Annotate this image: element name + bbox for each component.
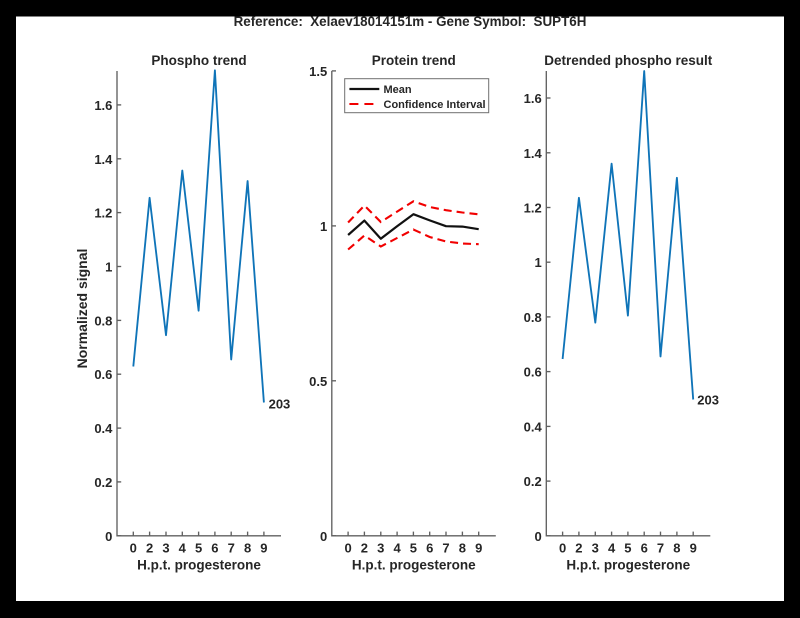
svg-text:H.p.t. progesterone: H.p.t. progesterone	[352, 558, 476, 573]
svg-text:203: 203	[269, 396, 291, 411]
svg-text:0: 0	[559, 541, 566, 556]
svg-text:8: 8	[244, 541, 251, 556]
svg-text:1.5: 1.5	[309, 64, 327, 79]
svg-text:3: 3	[162, 541, 169, 556]
svg-text:7: 7	[657, 541, 664, 556]
svg-text:Phospho trend: Phospho trend	[151, 53, 246, 68]
svg-text:2: 2	[146, 541, 153, 556]
svg-text:Reference: Xelaev18014151m -: Reference: Xelaev18014151m - Gene Symbol…	[234, 14, 587, 29]
svg-text:8: 8	[673, 541, 680, 556]
svg-text:6: 6	[426, 541, 433, 556]
svg-text:1.6: 1.6	[94, 98, 112, 113]
svg-text:Mean: Mean	[384, 84, 412, 96]
svg-text:H.p.t. progesterone: H.p.t. progesterone	[566, 558, 690, 573]
svg-text:0.8: 0.8	[94, 313, 112, 328]
svg-text:0: 0	[130, 541, 137, 556]
svg-text:0.4: 0.4	[524, 419, 543, 434]
svg-text:203: 203	[697, 392, 719, 407]
svg-text:0: 0	[320, 529, 327, 544]
svg-text:6: 6	[211, 541, 218, 556]
svg-text:0.6: 0.6	[94, 367, 112, 382]
svg-text:0: 0	[105, 529, 112, 544]
svg-text:0.8: 0.8	[524, 310, 542, 325]
svg-text:4: 4	[393, 541, 401, 556]
svg-text:9: 9	[260, 541, 267, 556]
svg-text:1: 1	[320, 219, 327, 234]
svg-text:9: 9	[690, 541, 697, 556]
svg-text:1.6: 1.6	[524, 91, 542, 106]
svg-text:9: 9	[475, 541, 482, 556]
svg-text:1.4: 1.4	[94, 152, 113, 167]
svg-text:2: 2	[575, 541, 582, 556]
svg-text:1.2: 1.2	[524, 201, 542, 216]
svg-text:2: 2	[361, 541, 368, 556]
svg-text:1.4: 1.4	[524, 146, 543, 161]
svg-text:7: 7	[228, 541, 235, 556]
svg-text:4: 4	[608, 541, 616, 556]
svg-text:5: 5	[195, 541, 202, 556]
svg-text:5: 5	[410, 541, 417, 556]
svg-text:6: 6	[641, 541, 648, 556]
svg-text:7: 7	[442, 541, 449, 556]
svg-text:0.5: 0.5	[309, 374, 327, 389]
svg-text:Confidence Interval: Confidence Interval	[384, 99, 486, 111]
svg-text:4: 4	[179, 541, 187, 556]
svg-text:8: 8	[459, 541, 466, 556]
svg-text:0.2: 0.2	[524, 474, 542, 489]
svg-text:0: 0	[534, 529, 541, 544]
svg-text:0.4: 0.4	[94, 421, 113, 436]
svg-text:0: 0	[344, 541, 351, 556]
svg-text:3: 3	[377, 541, 384, 556]
svg-text:5: 5	[624, 541, 631, 556]
svg-text:Normalized signal: Normalized signal	[74, 249, 90, 369]
svg-text:0.6: 0.6	[524, 365, 542, 380]
svg-text:1.2: 1.2	[94, 206, 112, 221]
svg-text:Protein trend: Protein trend	[372, 53, 456, 68]
svg-text:Detrended phospho result: Detrended phospho result	[544, 53, 713, 68]
svg-text:0.2: 0.2	[94, 475, 112, 490]
svg-text:H.p.t. progesterone: H.p.t. progesterone	[137, 558, 261, 573]
svg-text:1: 1	[105, 260, 112, 275]
svg-text:1: 1	[534, 255, 541, 270]
svg-text:3: 3	[592, 541, 599, 556]
